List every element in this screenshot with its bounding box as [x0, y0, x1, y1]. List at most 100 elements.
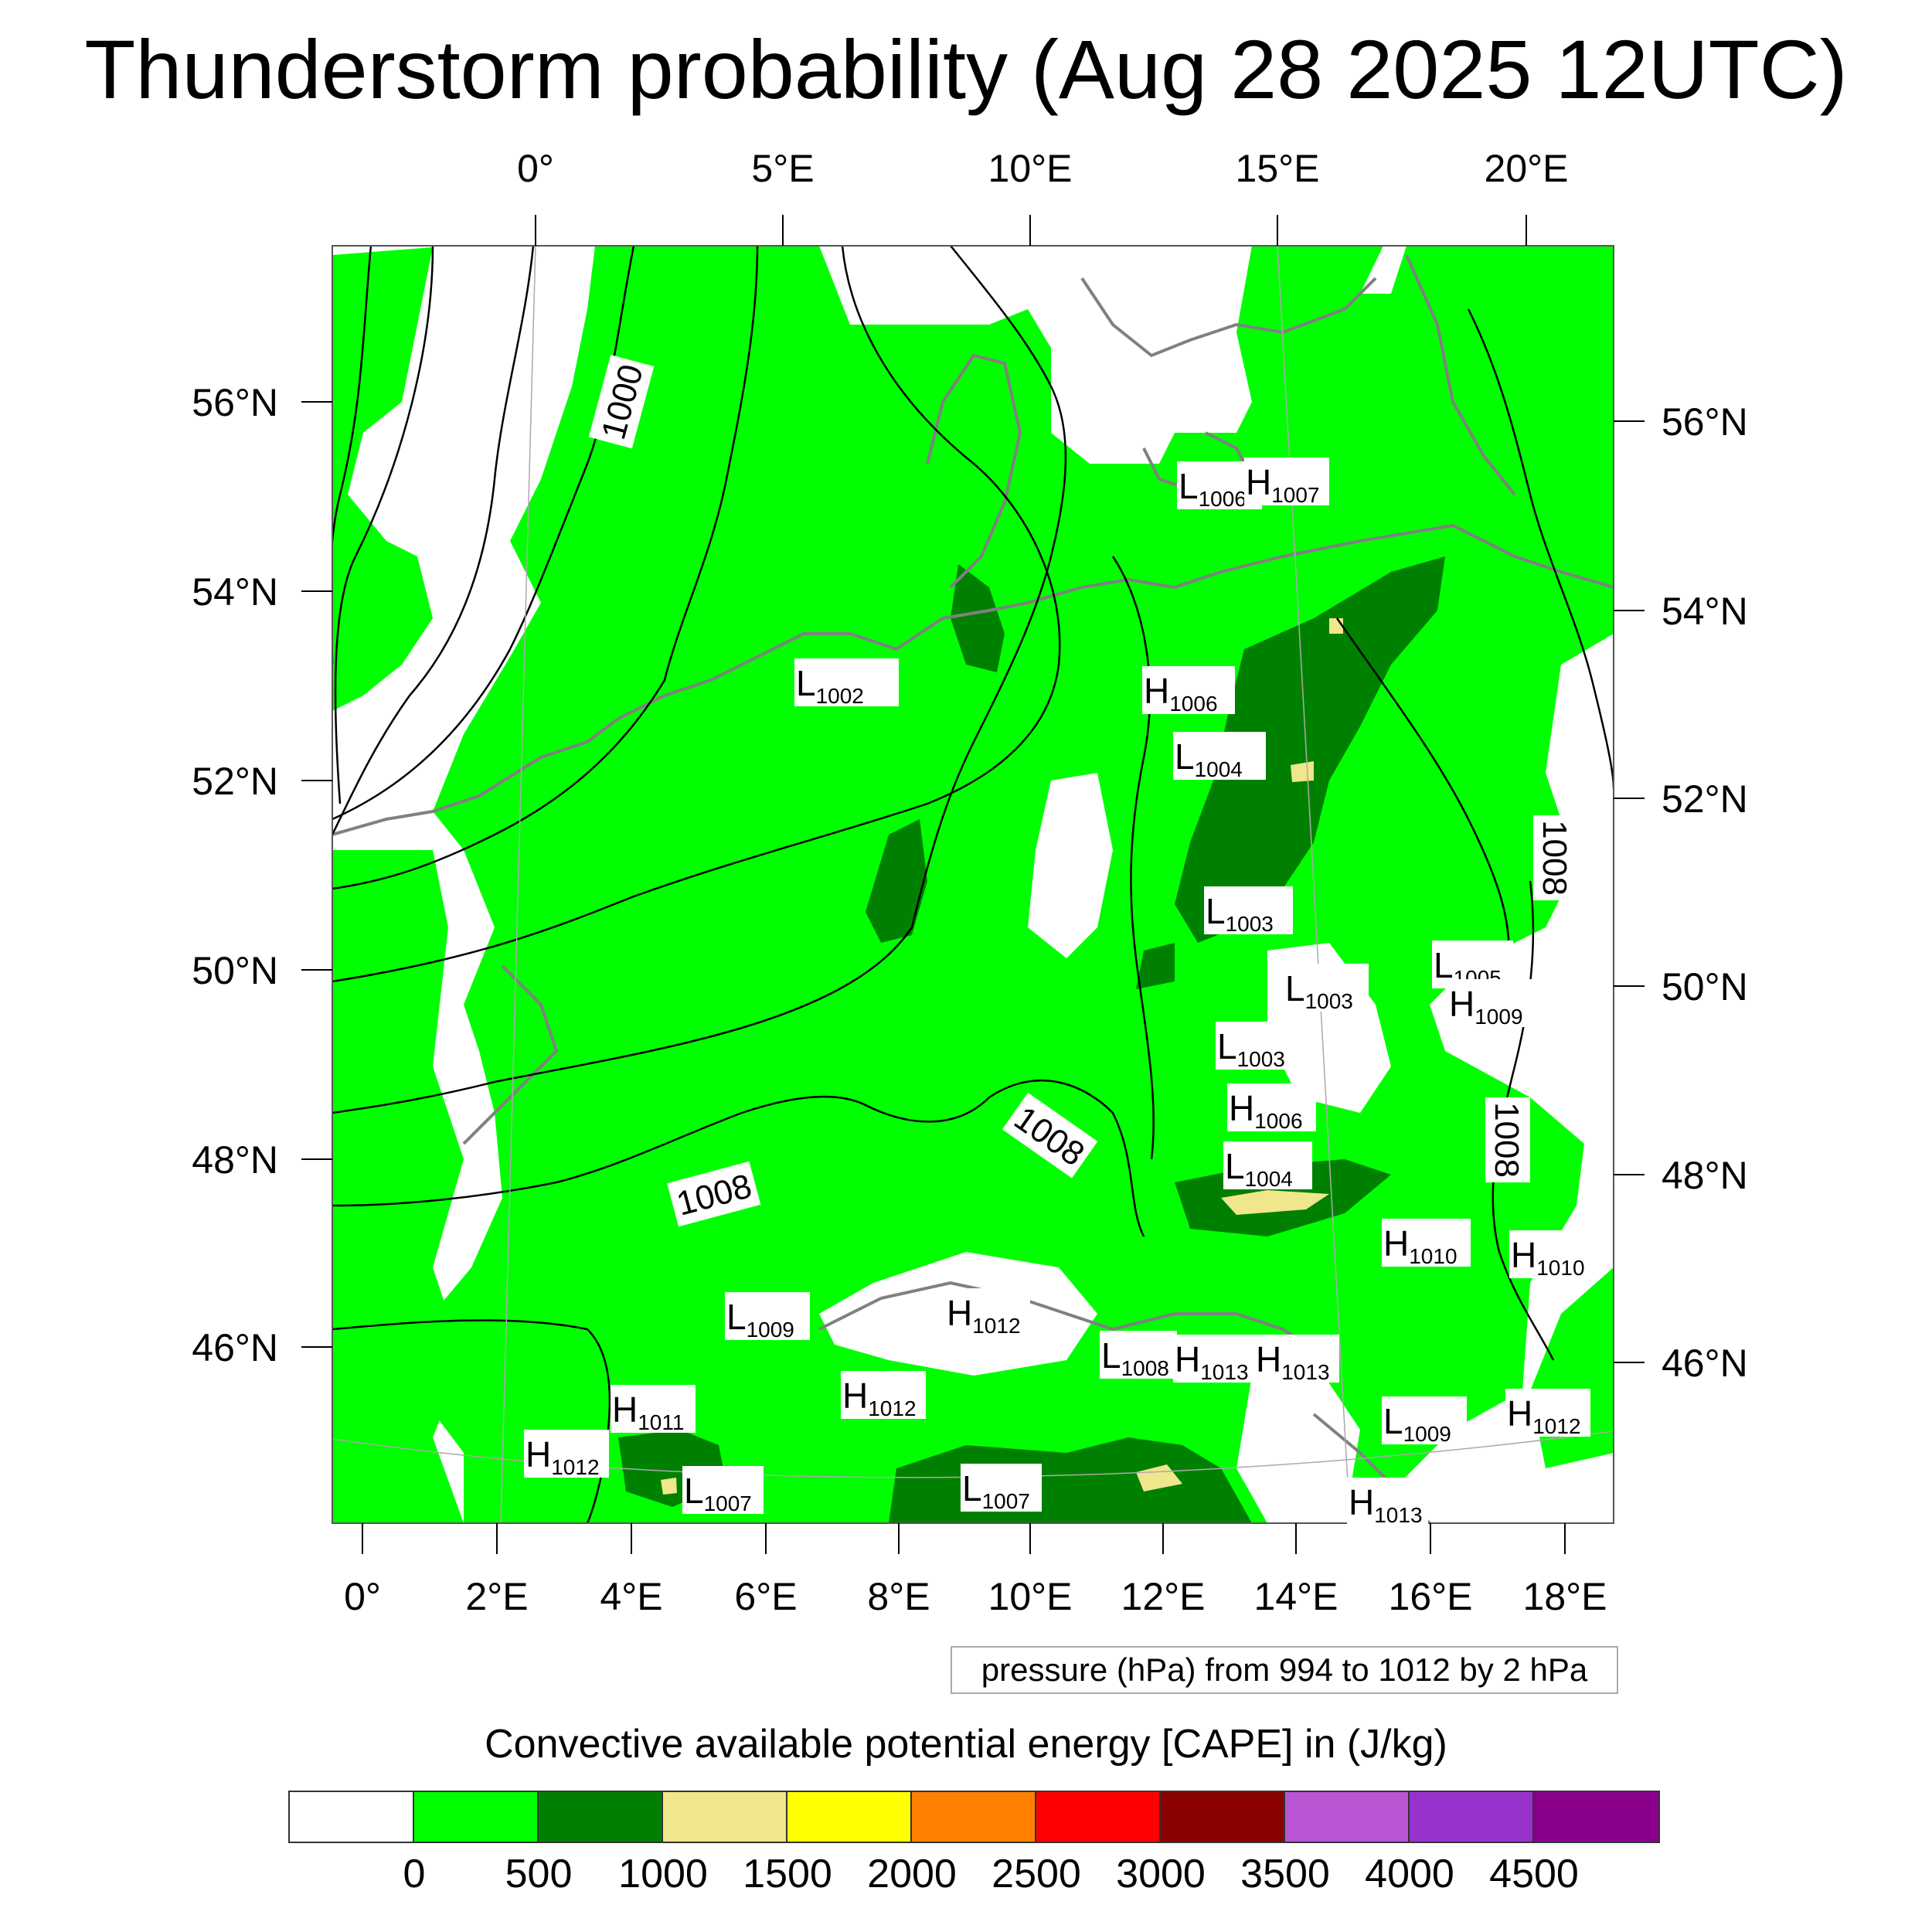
cape-gap-southeast [1236, 1360, 1360, 1523]
pressure-center-label: H1013 [1256, 1339, 1330, 1384]
right-lat-label: 50°N [1662, 965, 1748, 1009]
colorbar-swatch [663, 1792, 787, 1842]
bottom-lon-label: 14°E [1254, 1575, 1338, 1618]
pressure-center-label: H1012 [842, 1376, 917, 1420]
cape-dark-czech [1136, 943, 1175, 989]
colorbar-label: 3500 [1240, 1852, 1330, 1896]
pressure-center-label: H1012 [1507, 1393, 1581, 1438]
colorbar-label: 4000 [1365, 1852, 1454, 1896]
map-frame [332, 245, 1614, 1524]
cape-dark-belgium [866, 819, 927, 943]
bottom-lon-label: 8°E [867, 1575, 930, 1618]
pressure-center-label: H1013 [1349, 1482, 1423, 1527]
colorbar-swatch [1161, 1792, 1285, 1842]
pressure-center-label: H1012 [526, 1434, 600, 1479]
pressure-center-label: L1006 [1179, 466, 1247, 511]
top-lon-label: 10°E [988, 147, 1073, 190]
left-lat-label: 56°N [192, 381, 278, 424]
pressure-center-label: L1008 [1101, 1335, 1169, 1380]
pressure-center-label: L1003 [1206, 891, 1274, 936]
colorbar-label: 1500 [743, 1852, 832, 1896]
bottom-lon-labels: 0° 2°E 4°E 6°E 8°E 10°E 12°E 14°E 16°E 1… [344, 1575, 1607, 1618]
colorbar-swatch [539, 1792, 663, 1842]
pressure-center-label: H1009 [1449, 984, 1523, 1029]
top-lon-label: 0° [517, 147, 554, 190]
colorbar-swatch [1285, 1792, 1410, 1842]
isobar-label: 1008 [1488, 1102, 1526, 1178]
right-lat-label: 54°N [1662, 590, 1748, 633]
colorbar-swatch [912, 1792, 1036, 1842]
cape-area-southwest [332, 850, 464, 1523]
bottom-lon-label: 6°E [734, 1575, 797, 1618]
cape-high-austria [1221, 1190, 1329, 1215]
pressure-center-label: H1006 [1229, 1088, 1303, 1133]
colorbar-label: 1000 [618, 1852, 708, 1896]
pressure-centers: L1002 L1006 H1007 H1006 L1004 L1003 L100… [524, 457, 1594, 1527]
right-lat-label: 56°N [1662, 400, 1748, 444]
left-lat-label: 50°N [192, 949, 278, 992]
colorbar-swatch [1410, 1792, 1534, 1842]
pressure-center-label: L1002 [796, 663, 864, 708]
right-lat-label: 48°N [1662, 1154, 1748, 1197]
pressure-center-label: L1004 [1225, 1146, 1293, 1191]
right-lat-labels: 56°N 54°N 52°N 50°N 48°N 46°N [1662, 400, 1748, 1385]
cape-dark-poland [1175, 556, 1445, 943]
cape-high-rhone [661, 1478, 677, 1495]
pressure-center-label: H1011 [612, 1389, 684, 1434]
top-ticks [535, 215, 1527, 246]
colorbar-swatch [787, 1792, 912, 1842]
pressure-center-label: H1007 [1246, 462, 1320, 507]
cape-gap-north [1028, 255, 1175, 402]
map-title: Thunderstorm probability (Aug 28 2025 12… [84, 22, 1848, 116]
colorbar-label: 3000 [1116, 1852, 1206, 1896]
pressure-center-label: L1004 [1175, 736, 1243, 781]
pressure-center-label: H1012 [947, 1293, 1021, 1338]
left-lat-label: 54°N [192, 570, 278, 614]
left-lat-labels: 56°N 54°N 52°N 50°N 48°N 46°N [192, 381, 278, 1369]
pressure-center-label: H1006 [1144, 671, 1218, 716]
left-ticks [301, 401, 332, 1348]
legend-title: Convective available potential energy [C… [485, 1722, 1447, 1767]
pressure-center-label: L1003 [1217, 1026, 1285, 1071]
pressure-center-label: H1010 [1383, 1223, 1458, 1268]
cape-area-west [332, 247, 433, 711]
pressure-center-label: L1009 [1383, 1401, 1451, 1446]
pressure-center-label: L1009 [726, 1297, 794, 1342]
pressure-center-label: L1007 [684, 1471, 752, 1515]
colorbar-swatch [290, 1792, 414, 1842]
cape-high-poland2 [1329, 618, 1343, 634]
bottom-lon-label: 16°E [1389, 1575, 1473, 1618]
colorbar-label: 500 [505, 1852, 573, 1896]
pressure-center-label: L1003 [1285, 968, 1353, 1013]
colorbar-labels: 0 500 1000 1500 2000 2500 3000 3500 4000 4500 [0, 1851, 1932, 1905]
colorbar-label: 2000 [867, 1852, 957, 1896]
left-lat-label: 46°N [192, 1326, 278, 1369]
bottom-lon-label: 10°E [988, 1575, 1073, 1618]
bottom-lon-label: 2°E [465, 1575, 528, 1618]
cape-dark-germany [951, 564, 1005, 672]
colorbar-swatch [1534, 1792, 1658, 1842]
colorbar-swatch [1036, 1792, 1161, 1842]
left-lat-label: 52°N [192, 760, 278, 803]
colorbar-swatch [414, 1792, 539, 1842]
pressure-info-box: pressure (hPa) from 994 to 1012 by 2 hPa [951, 1646, 1618, 1694]
bottom-ticks [362, 1523, 1566, 1554]
bottom-lon-label: 12°E [1121, 1575, 1206, 1618]
top-lon-label: 15°E [1236, 147, 1320, 190]
bottom-lon-label: 4°E [600, 1575, 662, 1618]
pressure-center-label: H1010 [1511, 1235, 1585, 1280]
isobar-label: 1008 [1536, 820, 1573, 896]
top-lon-label: 5°E [751, 147, 814, 190]
bottom-lon-label: 18°E [1523, 1575, 1607, 1618]
top-lon-labels: 0° 5°E 10°E 15°E 20°E [517, 147, 1568, 190]
colorbar-label: 0 [403, 1852, 426, 1896]
colorbar-label: 4500 [1489, 1852, 1579, 1896]
pressure-center-label: H1013 [1175, 1339, 1249, 1384]
top-lon-label: 20°E [1485, 147, 1569, 190]
cape-gap-center [1028, 773, 1113, 958]
right-lat-label: 46°N [1662, 1342, 1748, 1385]
colorbar-label: 2500 [992, 1852, 1081, 1896]
pressure-center-label: L1007 [962, 1468, 1030, 1513]
bottom-lon-label: 0° [344, 1575, 381, 1618]
